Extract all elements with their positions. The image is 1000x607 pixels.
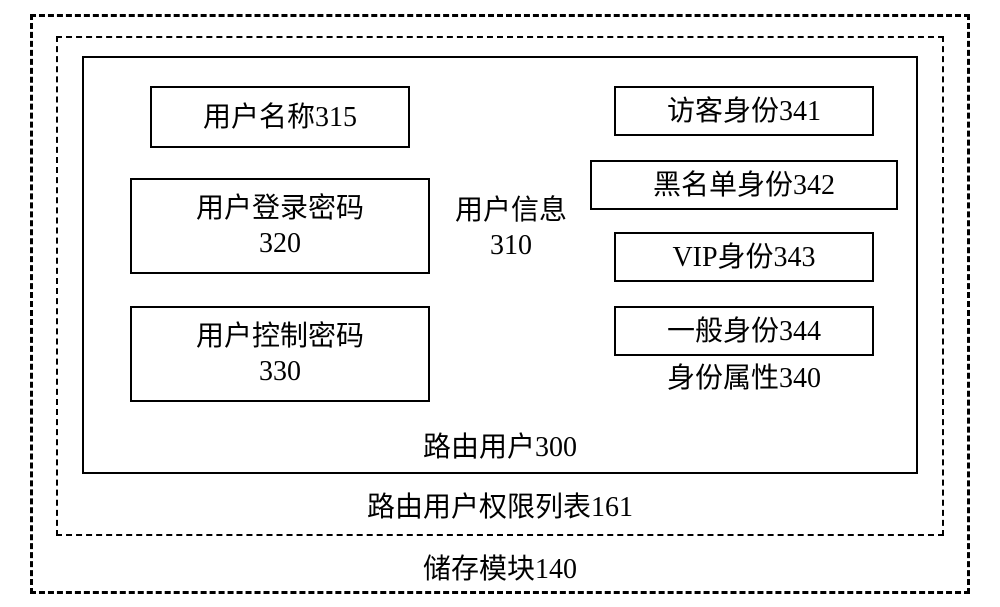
diagram-canvas: 储存模块140 路由用户权限列表161 路由用户300 用户名称315 用户登录… [0, 0, 1000, 607]
user-info-label: 用户信息 310 [455, 193, 567, 263]
permission-list-label: 路由用户权限列表161 [367, 490, 633, 525]
control-password-box: 用户控制密码 330 [130, 306, 430, 402]
general-identity-box: 一般身份344 [614, 306, 874, 356]
storage-module-label: 储存模块140 [423, 552, 577, 587]
vip-identity-box: VIP身份343 [614, 232, 874, 282]
guest-identity-box: 访客身份341 [614, 86, 874, 136]
identity-attribute-label: 身份属性340 [667, 361, 821, 396]
username-box: 用户名称315 [150, 86, 410, 148]
blacklist-identity-box: 黑名单身份342 [590, 160, 898, 210]
router-user-label: 路由用户300 [423, 430, 577, 465]
login-password-box: 用户登录密码 320 [130, 178, 430, 274]
